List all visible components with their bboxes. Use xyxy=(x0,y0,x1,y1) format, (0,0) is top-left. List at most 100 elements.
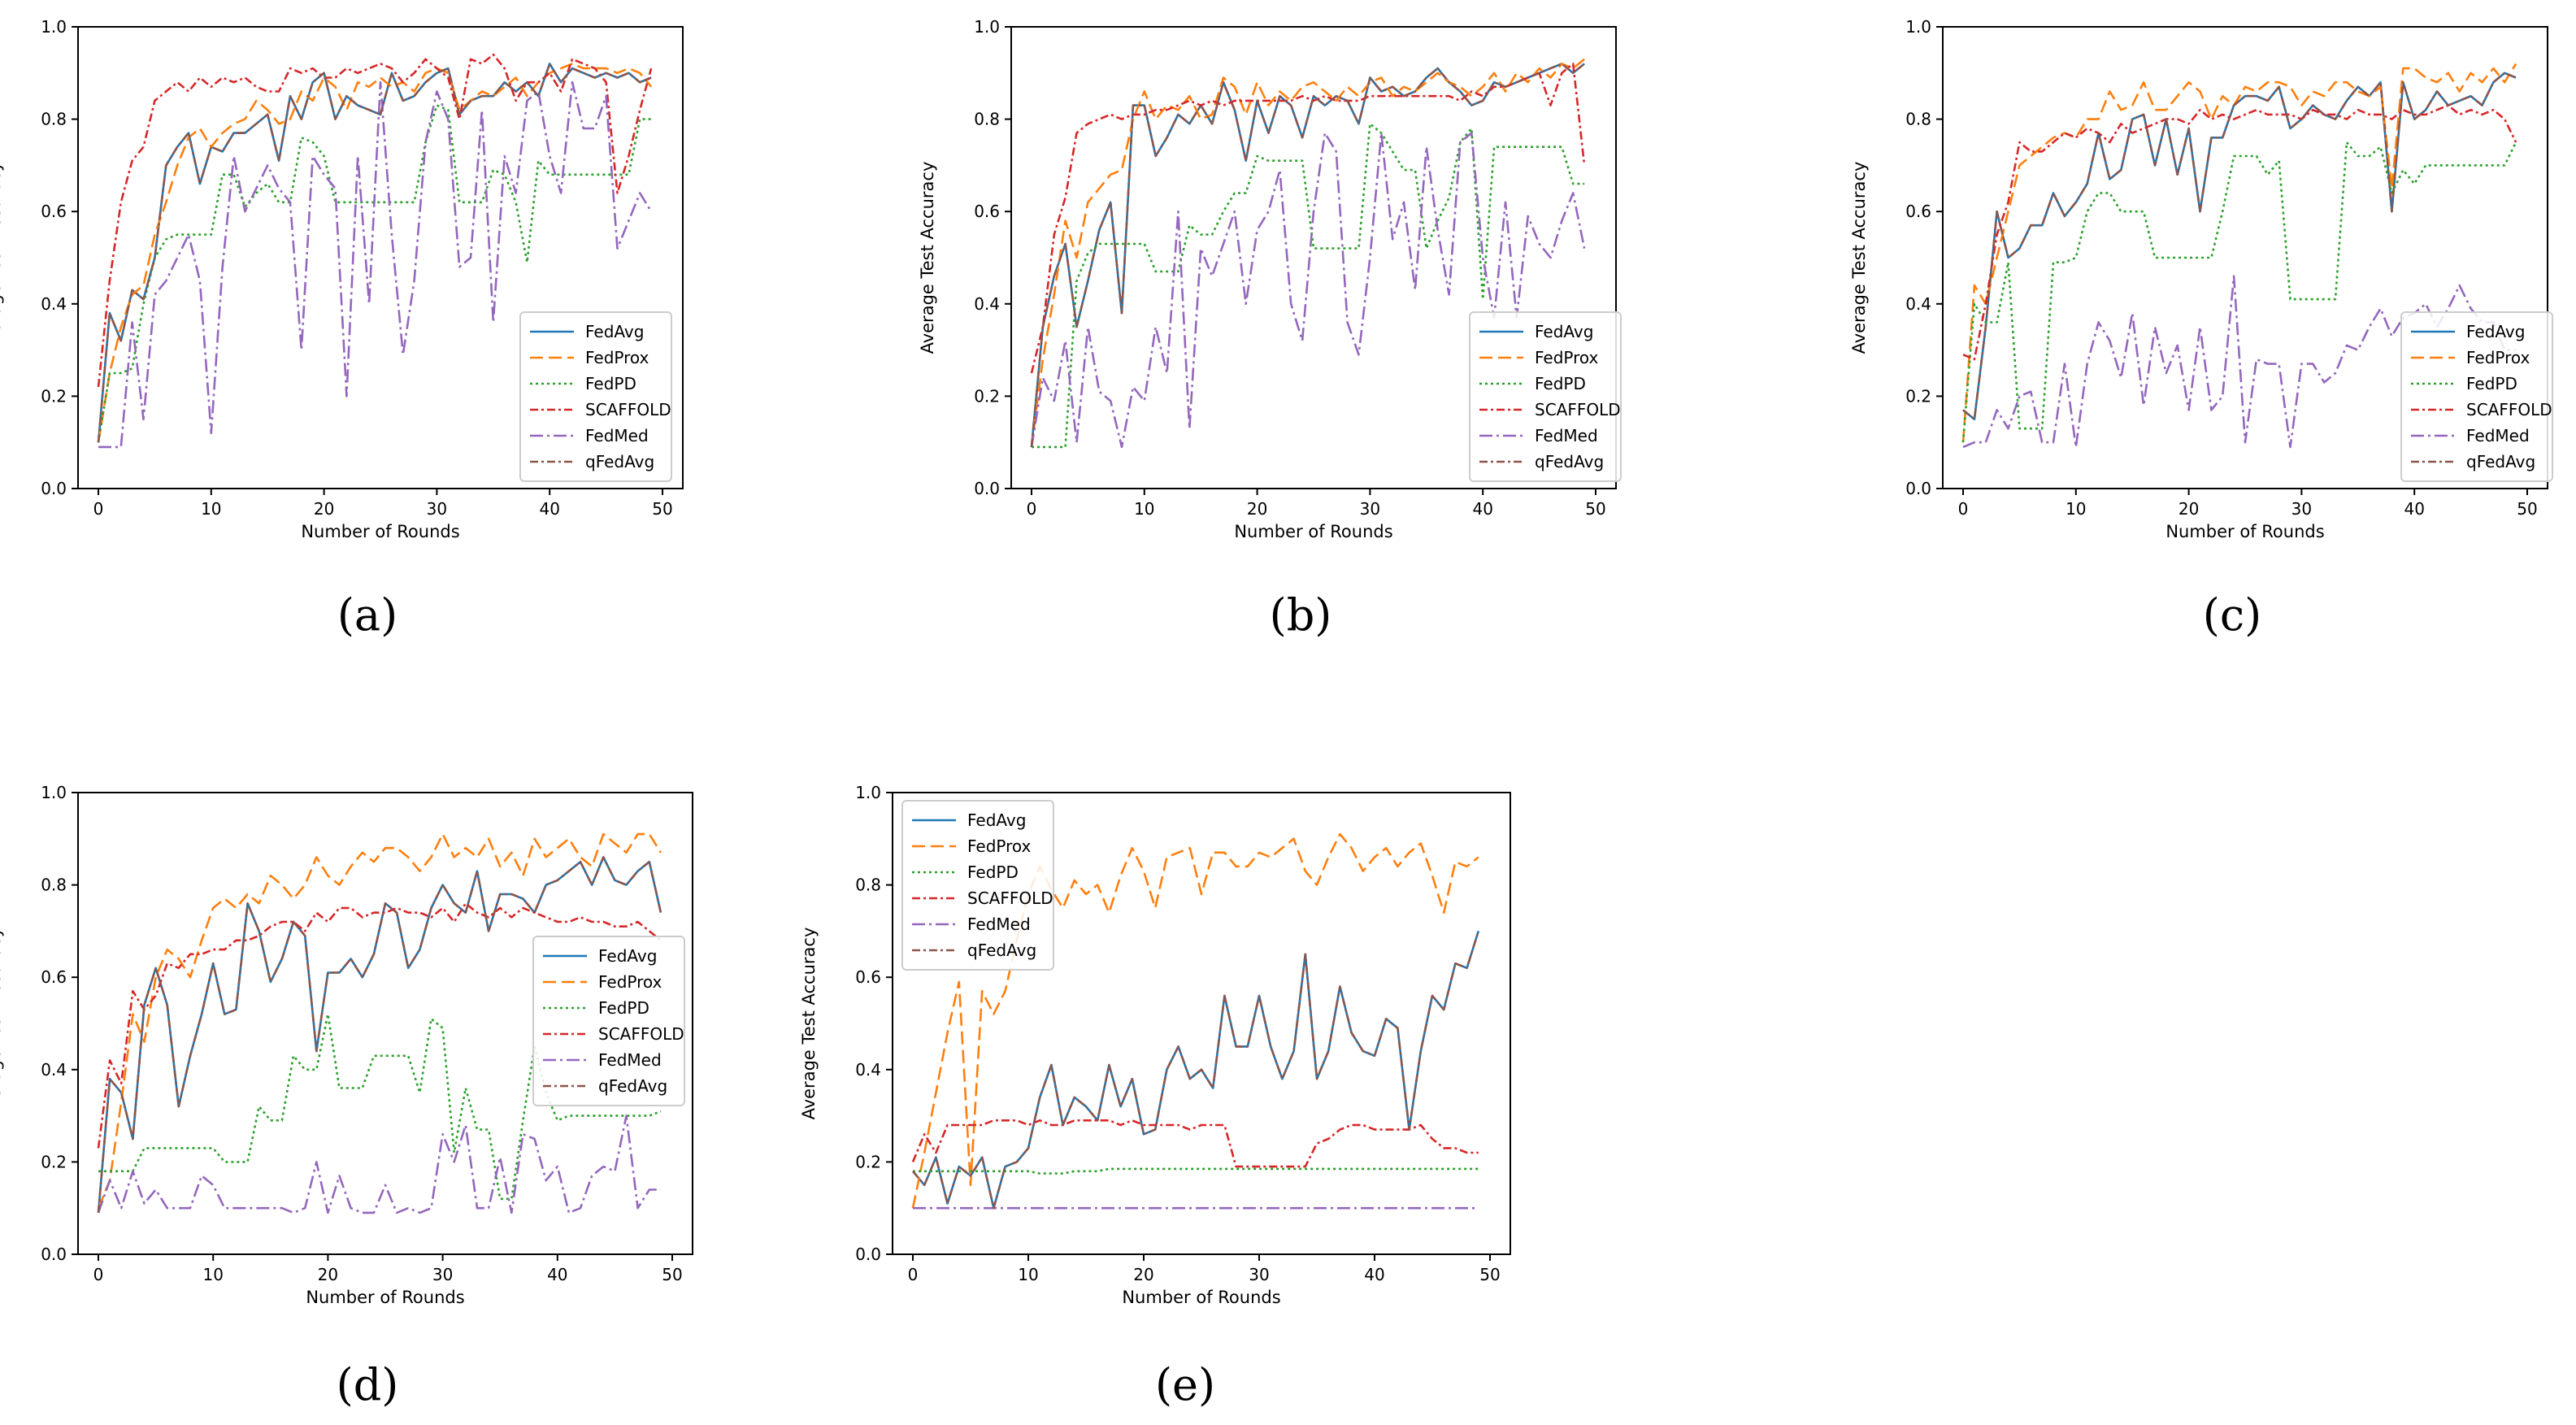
panel-label: (e) xyxy=(1155,1359,1215,1410)
series-line-qfedavg xyxy=(1962,72,2517,421)
x-axis-label: Number of Rounds xyxy=(301,522,459,541)
y-tick-label: 0.0 xyxy=(1905,479,1931,498)
series-line-fedprox xyxy=(1961,63,2517,443)
legend-box xyxy=(1469,311,1622,482)
x-tick-label: 40 xyxy=(547,1265,567,1284)
series-line-fedmed xyxy=(97,1114,661,1214)
y-tick-label: 0.4 xyxy=(855,1060,881,1080)
y-tick-label: 1.0 xyxy=(855,783,881,802)
x-axis-label: Number of Rounds xyxy=(306,1288,464,1307)
legend: FedAvg FedProx FedPD SCAFFOLD FedMed qFedAvg xyxy=(532,936,685,1106)
x-tick-label: 40 xyxy=(1364,1265,1384,1284)
x-tick-label: 10 xyxy=(2066,499,2086,519)
legend-label-fedprox: FedProx xyxy=(598,972,662,992)
legend: FedAvg FedProx FedPD SCAFFOLD FedMed qFedAvg xyxy=(1469,311,1622,482)
legend: FedAvg FedProx FedPD SCAFFOLD FedMed qFedAvg xyxy=(2400,311,2553,482)
y-tick-label: 0.4 xyxy=(41,1060,67,1080)
x-tick-label: 30 xyxy=(427,499,447,519)
y-axis-label: Average Test Accuracy xyxy=(0,928,4,1120)
x-tick-label: 0 xyxy=(1958,499,1969,519)
legend-label-fedpd: FedPD xyxy=(585,374,636,393)
plot-frame xyxy=(77,26,684,489)
x-tick-label: 50 xyxy=(662,1265,682,1284)
x-axis-label: Number of Rounds xyxy=(2165,522,2324,541)
panel-label: (c) xyxy=(2203,589,2261,641)
y-axis-label: Average Test Accuracy xyxy=(918,162,937,354)
y-tick-label: 0.4 xyxy=(41,294,67,314)
legend-label-qfedavg: qFedAvg xyxy=(967,941,1036,960)
legend-label-fedpd: FedPD xyxy=(1535,374,1586,393)
x-tick-label: 20 xyxy=(2179,499,2199,519)
y-axis-label: Average Test Accuracy xyxy=(799,928,819,1120)
x-tick-label: 10 xyxy=(1134,499,1154,519)
series-line-qfedavg xyxy=(97,63,652,443)
series-line-fedprox xyxy=(97,832,662,1209)
y-tick-label: 0.0 xyxy=(855,1245,881,1264)
x-tick-label: 50 xyxy=(1585,499,1605,519)
plot-frame xyxy=(77,792,693,1255)
y-tick-label: 0.2 xyxy=(1905,386,1931,406)
legend-box xyxy=(519,311,672,482)
legend-label-scaffold: SCAFFOLD xyxy=(967,888,1053,908)
x-axis-label: Number of Rounds xyxy=(1122,1288,1280,1307)
y-tick-label: 0.4 xyxy=(974,294,1000,314)
legend: FedAvg FedProx FedPD SCAFFOLD FedMed qFedAvg xyxy=(901,800,1054,971)
x-tick-label: 30 xyxy=(1360,499,1380,519)
legend-label-qfedavg: qFedAvg xyxy=(585,452,654,471)
series-line-fedprox xyxy=(97,63,653,443)
y-tick-label: 0.4 xyxy=(1905,294,1931,314)
y-tick-label: 1.0 xyxy=(41,17,67,37)
y-tick-label: 0.6 xyxy=(41,202,67,221)
plot-frame xyxy=(892,792,1511,1255)
x-tick-label: 20 xyxy=(318,1265,338,1284)
y-tick-label: 0.8 xyxy=(1905,110,1931,129)
legend-box xyxy=(2400,311,2553,482)
y-tick-label: 1.0 xyxy=(974,17,1000,37)
series-line-fedpd xyxy=(97,104,652,443)
series-line-fedavg xyxy=(912,931,1480,1210)
legend-label-qfedavg: qFedAvg xyxy=(598,1076,667,1096)
legend-label-fedprox: FedProx xyxy=(2466,348,2530,367)
legend-label-fedmed: FedMed xyxy=(2466,426,2530,445)
series-line-qfedavg xyxy=(97,856,662,1214)
legend-box xyxy=(532,936,685,1106)
legend-label-fedpd: FedPD xyxy=(2466,374,2517,393)
panel-label: (b) xyxy=(1270,589,1332,641)
x-tick-label: 50 xyxy=(652,499,672,519)
series-line-fedmed xyxy=(98,80,653,449)
chart-panel-d: 0.0 0.2 0.4 0.6 0.8 1.0 0 10 20 30 40 50 Number of R… xyxy=(0,783,693,1410)
x-tick-label: 40 xyxy=(539,499,559,519)
x-tick-label: 50 xyxy=(2517,499,2537,519)
legend-label-scaffold: SCAFFOLD xyxy=(585,400,671,419)
series-line-fedpd xyxy=(1961,141,2517,443)
series-line-fedpd xyxy=(1032,123,1585,449)
chart-panel-c: 0.0 0.2 0.4 0.6 0.8 1.0 0 10 20 30 40 50 Number of R… xyxy=(1849,17,2553,641)
x-tick-label: 10 xyxy=(201,499,221,519)
plot-frame xyxy=(1942,26,2548,489)
series-line-qfedavg xyxy=(912,931,1480,1210)
y-tick-label: 0.2 xyxy=(41,386,67,406)
series-line-fedpd xyxy=(913,1167,1479,1175)
legend-label-scaffold: SCAFFOLD xyxy=(2466,400,2552,419)
x-tick-label: 20 xyxy=(314,499,334,519)
x-tick-label: 0 xyxy=(1027,499,1037,519)
x-tick-label: 40 xyxy=(1472,499,1492,519)
series-line-scaffold xyxy=(1962,104,2517,361)
x-axis-label: Number of Rounds xyxy=(1234,522,1392,541)
legend-label-scaffold: SCAFFOLD xyxy=(598,1024,684,1044)
y-tick-label: 0.8 xyxy=(855,875,881,895)
y-tick-label: 0.8 xyxy=(41,110,67,129)
series-line-fedmed xyxy=(1030,132,1586,449)
x-tick-label: 10 xyxy=(202,1265,223,1284)
legend-label-fedavg: FedAvg xyxy=(1535,322,1593,341)
x-tick-label: 20 xyxy=(1133,1265,1153,1284)
legend-label-fedmed: FedMed xyxy=(967,915,1031,934)
y-tick-label: 0.2 xyxy=(855,1152,881,1171)
y-tick-label: 0.2 xyxy=(974,386,1000,406)
x-tick-label: 50 xyxy=(1479,1265,1500,1284)
series-line-fedprox xyxy=(1030,58,1585,448)
y-axis-label: Average Test Accuracy xyxy=(1849,162,1869,354)
x-tick-label: 30 xyxy=(432,1265,453,1284)
x-tick-label: 0 xyxy=(93,1265,104,1284)
